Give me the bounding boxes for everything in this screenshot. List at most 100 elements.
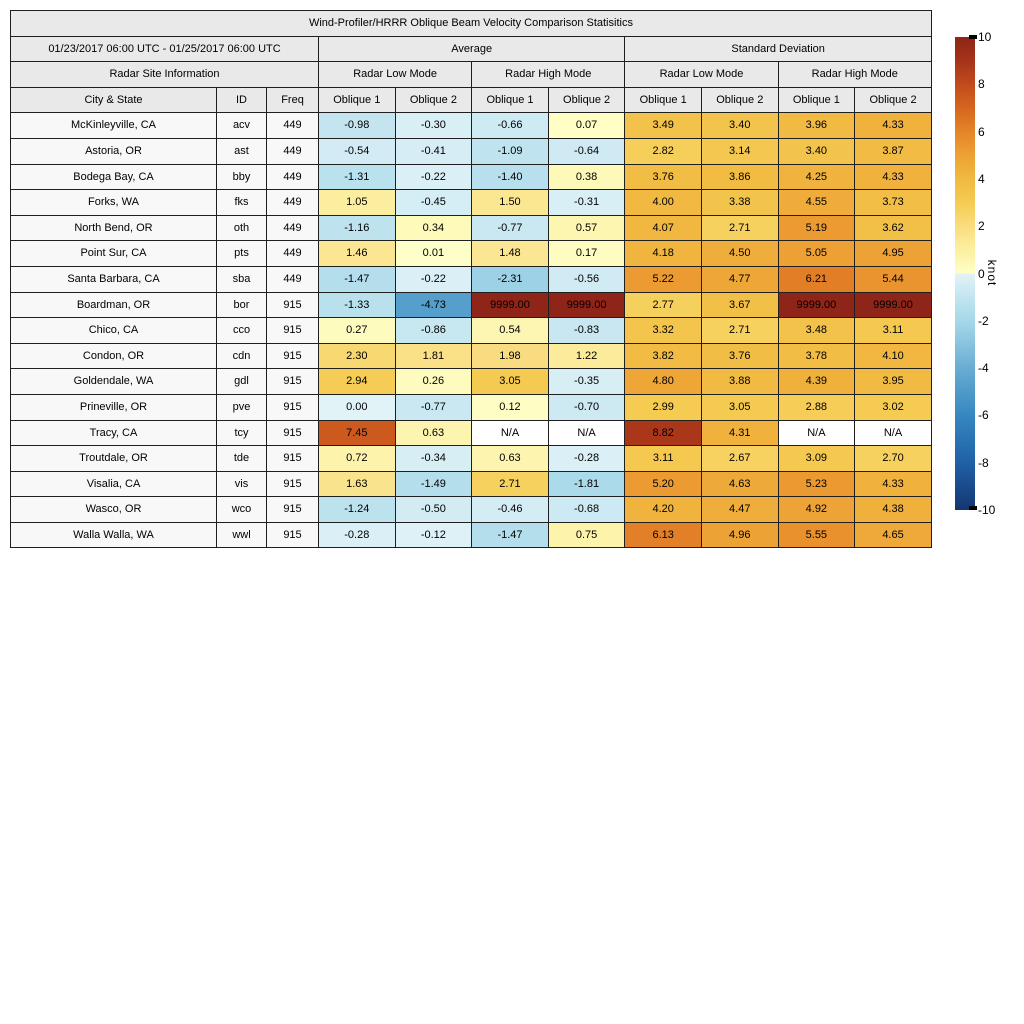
- value-cell: 5.19: [777, 214, 856, 242]
- value-cell: 0.17: [547, 240, 626, 267]
- col-std-high-oblique1: Oblique 1: [777, 86, 856, 114]
- value-cell: 3.11: [854, 317, 932, 344]
- value-cell: -0.46: [471, 496, 549, 523]
- stats-table: Wind-Profiler/HRRR Oblique Beam Velocity…: [10, 10, 932, 549]
- value-cell: 4.18: [624, 240, 702, 267]
- value-cell: 3.73: [854, 189, 932, 216]
- city-cell: Wasco, OR: [10, 496, 217, 523]
- id-cell: wco: [216, 496, 267, 523]
- value-cell: 8.82: [624, 419, 702, 447]
- value-cell: 9999.00: [547, 291, 626, 319]
- value-cell: 3.32: [624, 317, 702, 344]
- value-cell: 3.05: [471, 368, 549, 395]
- value-cell: 0.12: [471, 393, 549, 421]
- value-cell: 1.63: [318, 470, 396, 498]
- colorbar-tick-mark: [969, 506, 977, 510]
- city-cell: Visalia, CA: [10, 470, 217, 498]
- city-cell: Point Sur, CA: [10, 240, 217, 267]
- id-cell: ast: [216, 137, 267, 165]
- value-cell: -0.54: [318, 137, 396, 165]
- value-cell: 4.39: [777, 368, 856, 395]
- value-cell: 3.14: [700, 137, 779, 165]
- id-cell: acv: [216, 112, 267, 139]
- value-cell: -0.34: [394, 445, 473, 472]
- freq-cell: 449: [266, 189, 319, 216]
- value-cell: 0.27: [318, 317, 396, 344]
- city-cell: McKinleyville, CA: [10, 112, 217, 139]
- value-cell: -0.22: [394, 265, 473, 293]
- value-cell: -0.28: [547, 445, 626, 472]
- column-header-row: City & State ID Freq Oblique 1 Oblique 2…: [10, 86, 932, 114]
- col-std-low-oblique1: Oblique 1: [624, 86, 702, 114]
- value-cell: 4.80: [624, 368, 702, 395]
- value-cell: -0.31: [547, 189, 626, 216]
- table-title: Wind-Profiler/HRRR Oblique Beam Velocity…: [10, 10, 932, 37]
- city-cell: Walla Walla, WA: [10, 521, 217, 549]
- value-cell: 1.46: [318, 240, 396, 267]
- value-cell: 4.20: [624, 496, 702, 523]
- value-cell: N/A: [777, 419, 856, 447]
- value-cell: 0.26: [394, 368, 473, 395]
- table-row: Boardman, OR bor 915 -1.33 -4.73 9999.00 9999.…: [10, 291, 932, 319]
- value-cell: 4.96: [700, 521, 779, 549]
- value-cell: 4.07: [624, 214, 702, 242]
- city-cell: North Bend, OR: [10, 214, 217, 242]
- value-cell: 4.31: [700, 419, 779, 447]
- table-row: Tracy, CA tcy 915 7.45 0.63 N/A N/A 8.82 4.31 N/A…: [10, 419, 932, 447]
- colorbar-tick-label: -6: [978, 408, 989, 423]
- value-cell: -0.68: [547, 496, 626, 523]
- col-avg-low-oblique2: Oblique 2: [394, 86, 473, 114]
- value-cell: 3.62: [854, 214, 932, 242]
- freq-cell: 449: [266, 214, 319, 242]
- freq-cell: 915: [266, 368, 319, 395]
- value-cell: 3.09: [777, 445, 856, 472]
- avg-high-mode-header: Radar High Mode: [471, 61, 626, 88]
- group-header-row: 01/23/2017 06:00 UTC - 01/25/2017 06:00 …: [10, 35, 932, 63]
- value-cell: -1.09: [471, 137, 549, 165]
- value-cell: 4.47: [700, 496, 779, 523]
- table-row: Troutdale, OR tde 915 0.72 -0.34 0.63 -0.28 3.1…: [10, 445, 932, 472]
- value-cell: 0.72: [318, 445, 396, 472]
- value-cell: 5.22: [624, 265, 702, 293]
- id-cell: tde: [216, 445, 267, 472]
- value-cell: -0.45: [394, 189, 473, 216]
- value-cell: 1.98: [471, 342, 549, 370]
- colorbar-tick-label: 4: [978, 171, 985, 186]
- value-cell: -0.83: [547, 317, 626, 344]
- value-cell: 0.75: [547, 521, 626, 549]
- table-row: McKinleyville, CA acv 449 -0.98 -0.30 -0.66 0.…: [10, 112, 932, 139]
- value-cell: N/A: [471, 419, 549, 447]
- col-std-high-oblique2: Oblique 2: [854, 86, 932, 114]
- value-cell: 4.25: [777, 163, 856, 191]
- table-row: Walla Walla, WA wwl 915 -0.28 -0.12 -1.47 0.75…: [10, 521, 932, 549]
- id-cell: pve: [216, 393, 267, 421]
- col-avg-low-oblique1: Oblique 1: [318, 86, 396, 114]
- value-cell: 4.95: [854, 240, 932, 267]
- id-cell: fks: [216, 189, 267, 216]
- value-cell: 4.10: [854, 342, 932, 370]
- value-cell: 9999.00: [854, 291, 932, 319]
- colorbar-tick-mark: [969, 35, 977, 39]
- value-cell: 3.67: [700, 291, 779, 319]
- value-cell: 3.11: [624, 445, 702, 472]
- value-cell: 0.63: [471, 445, 549, 472]
- value-cell: N/A: [854, 419, 932, 447]
- value-cell: -0.22: [394, 163, 473, 191]
- date-range: 01/23/2017 06:00 UTC - 01/25/2017 06:00 …: [10, 35, 319, 63]
- value-cell: 2.30: [318, 342, 396, 370]
- freq-cell: 915: [266, 521, 319, 549]
- value-cell: -0.77: [471, 214, 549, 242]
- city-cell: Prineville, OR: [10, 393, 217, 421]
- value-cell: -1.40: [471, 163, 549, 191]
- city-cell: Boardman, OR: [10, 291, 217, 319]
- colorbar-tick-label: 10: [978, 30, 992, 44]
- freq-cell: 449: [266, 137, 319, 165]
- colorbar-tick-label: -2: [978, 313, 989, 328]
- col-avg-high-oblique2: Oblique 2: [547, 86, 626, 114]
- value-cell: 2.71: [471, 470, 549, 498]
- table-row: Santa Barbara, CA sba 449 -1.47 -0.22 -2.31 -0…: [10, 265, 932, 293]
- value-cell: -0.70: [547, 393, 626, 421]
- table-row: Point Sur, CA pts 449 1.46 0.01 1.48 0.17 4.18 4…: [10, 240, 932, 267]
- colorbar-tick-label: -4: [978, 361, 989, 376]
- value-cell: 3.87: [854, 137, 932, 165]
